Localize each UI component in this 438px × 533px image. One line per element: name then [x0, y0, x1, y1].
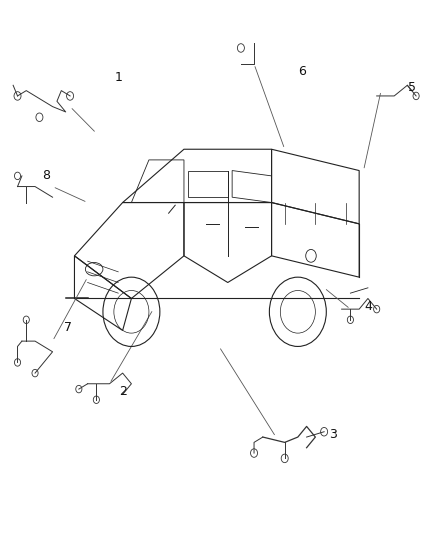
Text: 8: 8 [42, 169, 50, 182]
Text: 5: 5 [408, 82, 416, 94]
Text: 4: 4 [364, 300, 372, 313]
Text: 1: 1 [114, 71, 122, 84]
Text: 3: 3 [329, 428, 337, 441]
Text: 7: 7 [64, 321, 72, 334]
Text: 2: 2 [119, 385, 127, 398]
Text: 6: 6 [298, 66, 306, 78]
